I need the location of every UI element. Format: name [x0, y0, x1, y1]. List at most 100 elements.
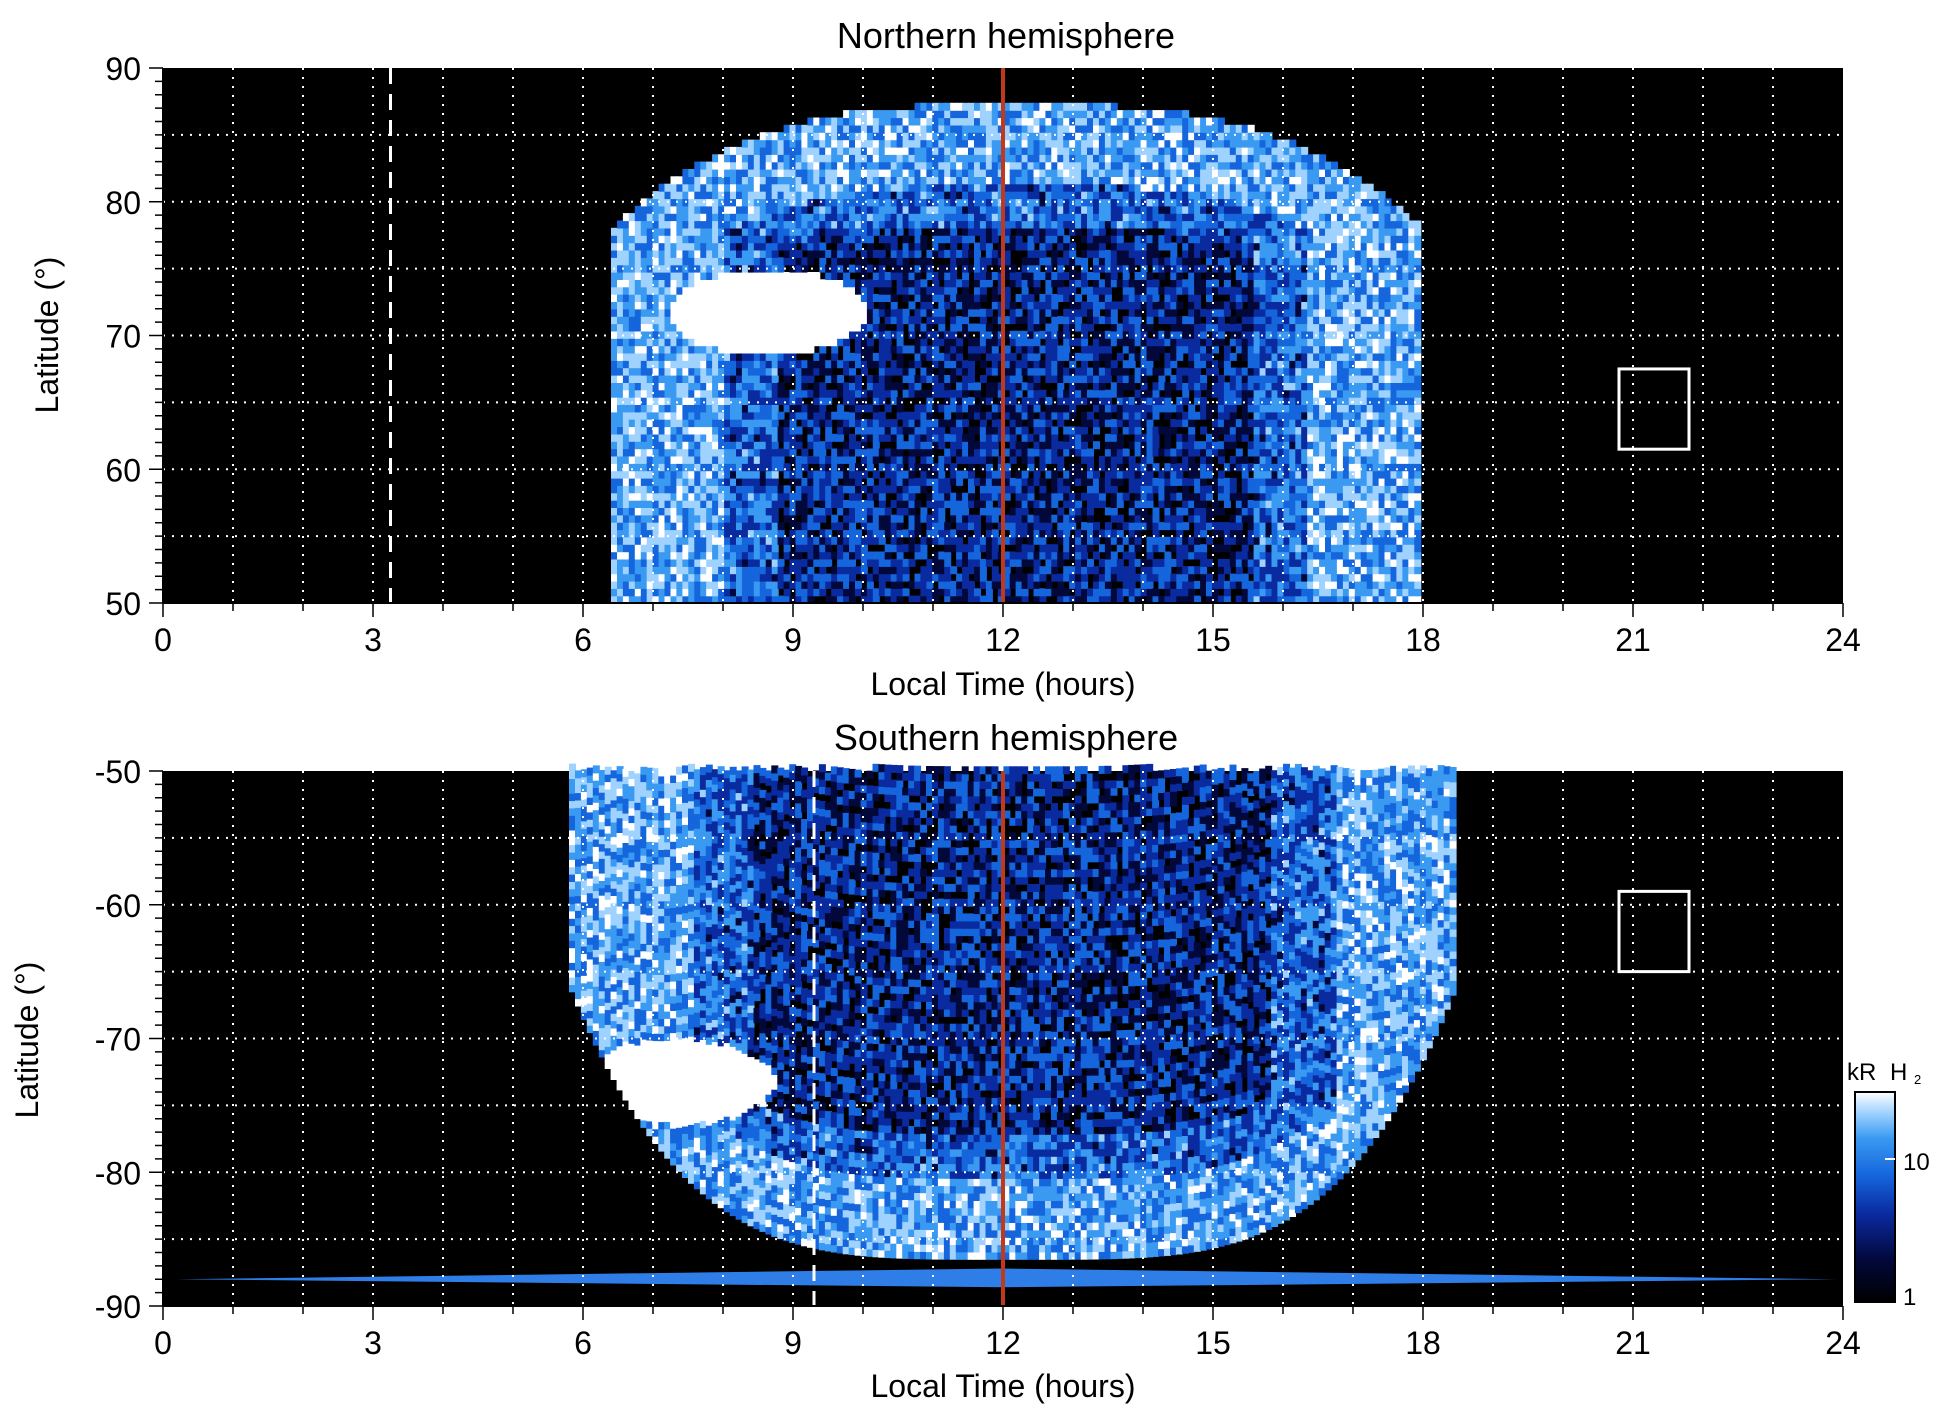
emission-cell	[676, 500, 684, 508]
emission-cell	[682, 441, 690, 450]
emission-cell	[753, 551, 761, 560]
emission-cell	[914, 522, 922, 531]
emission-cell	[1057, 375, 1065, 383]
emission-cell	[1104, 536, 1112, 545]
emission-cell	[843, 272, 851, 280]
emission-cell	[664, 522, 672, 531]
emission-cell	[617, 463, 624, 472]
emission-cell	[718, 404, 726, 413]
emission-cell	[1104, 573, 1112, 582]
emission-cell	[622, 507, 630, 516]
emission-cell	[718, 529, 726, 538]
emission-cell	[1104, 595, 1112, 604]
emission-cell	[741, 477, 749, 486]
emission-cell	[617, 544, 624, 553]
emission-cell	[741, 352, 749, 361]
emission-cell	[759, 566, 767, 575]
emission-cell	[890, 272, 898, 280]
emission-cell	[1116, 375, 1124, 383]
emission-cell	[1122, 154, 1130, 163]
emission-cell	[884, 316, 892, 325]
emission-cell	[736, 500, 743, 508]
emission-cell	[771, 455, 779, 464]
emission-cell	[855, 463, 862, 472]
emission-cell	[819, 227, 827, 236]
emission-cell	[878, 161, 886, 170]
emission-cell	[682, 308, 690, 317]
emission-cell	[1003, 558, 1011, 567]
emission-cell	[1104, 441, 1112, 450]
emission-cell	[813, 220, 821, 229]
emission-cell	[878, 205, 886, 214]
emission-cell	[640, 301, 648, 310]
emission-cell	[1063, 330, 1071, 339]
emission-cell	[1063, 242, 1071, 251]
emission-cell	[753, 286, 761, 295]
emission-cell	[890, 389, 898, 398]
emission-cell	[682, 360, 690, 369]
emission-cell	[849, 573, 856, 582]
emission-cell	[968, 588, 975, 597]
emission-cell	[652, 551, 660, 560]
emission-cell	[730, 205, 737, 214]
emission-cell	[747, 146, 755, 155]
emission-cell	[843, 176, 851, 185]
emission-cell	[759, 573, 767, 582]
emission-cell	[652, 522, 660, 531]
emission-cell	[747, 580, 755, 589]
emission-cell	[634, 249, 642, 258]
emission-cell	[706, 375, 714, 383]
emission-cell	[1057, 595, 1065, 604]
emission-cell	[795, 279, 803, 288]
emission-cell	[860, 522, 868, 531]
emission-cell	[1033, 573, 1041, 582]
emission-cell	[801, 220, 809, 229]
emission-cell	[1069, 176, 1077, 185]
emission-cell	[753, 191, 761, 200]
emission-cell	[783, 463, 791, 472]
emission-cell	[1051, 426, 1059, 435]
emission-cell	[1063, 183, 1071, 192]
emission-cell	[1027, 514, 1035, 523]
emission-cell	[860, 323, 868, 332]
emission-cell	[652, 477, 660, 486]
emission-cell	[1057, 419, 1065, 428]
emission-cell	[926, 272, 934, 280]
emission-cell	[938, 580, 946, 589]
emission-cell	[938, 352, 946, 361]
emission-cell	[1081, 426, 1089, 435]
emission-cell	[1081, 419, 1089, 428]
emission-cell	[694, 198, 702, 207]
emission-cell	[837, 146, 845, 155]
emission-cell	[1021, 242, 1029, 251]
emission-cell	[896, 227, 904, 236]
emission-cell	[1039, 433, 1047, 442]
emission-cell	[611, 544, 618, 553]
emission-cell	[622, 272, 630, 280]
emission-cell	[956, 588, 964, 597]
emission-cell	[718, 477, 726, 486]
emission-cell	[730, 580, 737, 589]
emission-cell	[979, 161, 987, 170]
emission-cell	[884, 308, 892, 317]
emission-cell	[938, 566, 946, 575]
emission-cell	[872, 588, 880, 597]
emission-cell	[1069, 382, 1077, 391]
emission-cell	[843, 426, 851, 435]
emission-cell	[837, 500, 845, 508]
emission-cell	[1045, 117, 1053, 126]
emission-cell	[1057, 360, 1065, 369]
emission-cell	[771, 595, 779, 604]
emission-cell	[658, 279, 666, 288]
emission-cell	[664, 257, 672, 266]
emission-cell	[712, 551, 720, 560]
emission-cell	[920, 176, 928, 185]
emission-cell	[724, 205, 732, 214]
emission-cell	[944, 139, 952, 148]
emission-cell	[736, 419, 743, 428]
emission-cell	[741, 176, 749, 185]
emission-cell	[1110, 117, 1118, 126]
emission-cell	[860, 308, 868, 317]
emission-cell	[1051, 146, 1059, 155]
emission-cell	[938, 522, 946, 531]
